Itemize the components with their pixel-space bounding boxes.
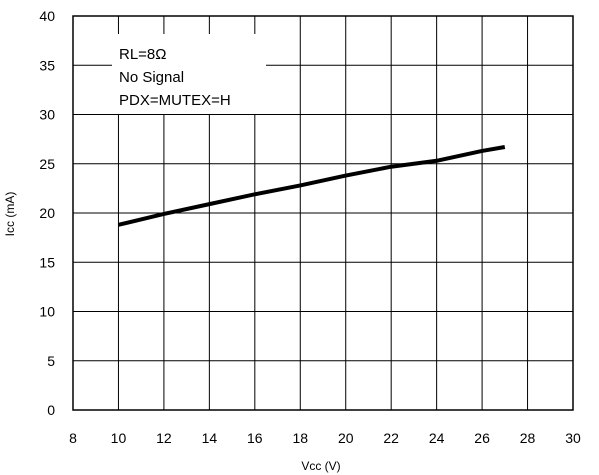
y-tick-label: 10 [39, 304, 55, 320]
y-tick-label: 20 [39, 205, 55, 221]
annotation-box: RL=8Ω No Signal PDX=MUTEX=H [112, 34, 266, 114]
x-tick-label: 28 [520, 430, 536, 446]
plot-frame [72, 15, 574, 411]
annotation-line-3: PDX=MUTEX=H [119, 92, 231, 109]
y-tick-label: 15 [39, 254, 55, 270]
y-tick-label: 25 [39, 156, 55, 172]
y-axis-label: Icc (mA) [3, 192, 17, 237]
x-tick-label: 30 [565, 430, 581, 446]
x-tick-label: 14 [202, 430, 218, 446]
series-group [117, 145, 506, 227]
annotation-line-1: RL=8Ω [119, 46, 167, 63]
x-tick-label: 18 [292, 430, 308, 446]
x-tick-label: 22 [383, 430, 399, 446]
x-tick-label: 10 [111, 430, 127, 446]
x-tick-label: 12 [156, 430, 172, 446]
annotation-line-2: No Signal [119, 69, 184, 86]
x-axis-label: Vcc (V) [301, 459, 340, 473]
y-tick-label: 0 [47, 402, 55, 418]
y-tick-label: 35 [39, 57, 55, 73]
x-tick-label: 24 [429, 430, 445, 446]
grid [72, 15, 574, 411]
x-tick-label: 26 [474, 430, 490, 446]
y-tick-label: 40 [39, 8, 55, 24]
x-tick-label: 8 [69, 430, 77, 446]
series-line [117, 145, 506, 227]
annotation-background [112, 34, 266, 114]
tick-labels: 8 10 12 14 16 18 20 22 24 26 28 30 0 5 10 15 20 25 30 35 40 [39, 8, 581, 446]
x-tick-label: 16 [247, 430, 263, 446]
y-tick-label: 5 [47, 353, 55, 369]
x-tick-label: 20 [338, 430, 354, 446]
y-tick-label: 30 [39, 107, 55, 123]
